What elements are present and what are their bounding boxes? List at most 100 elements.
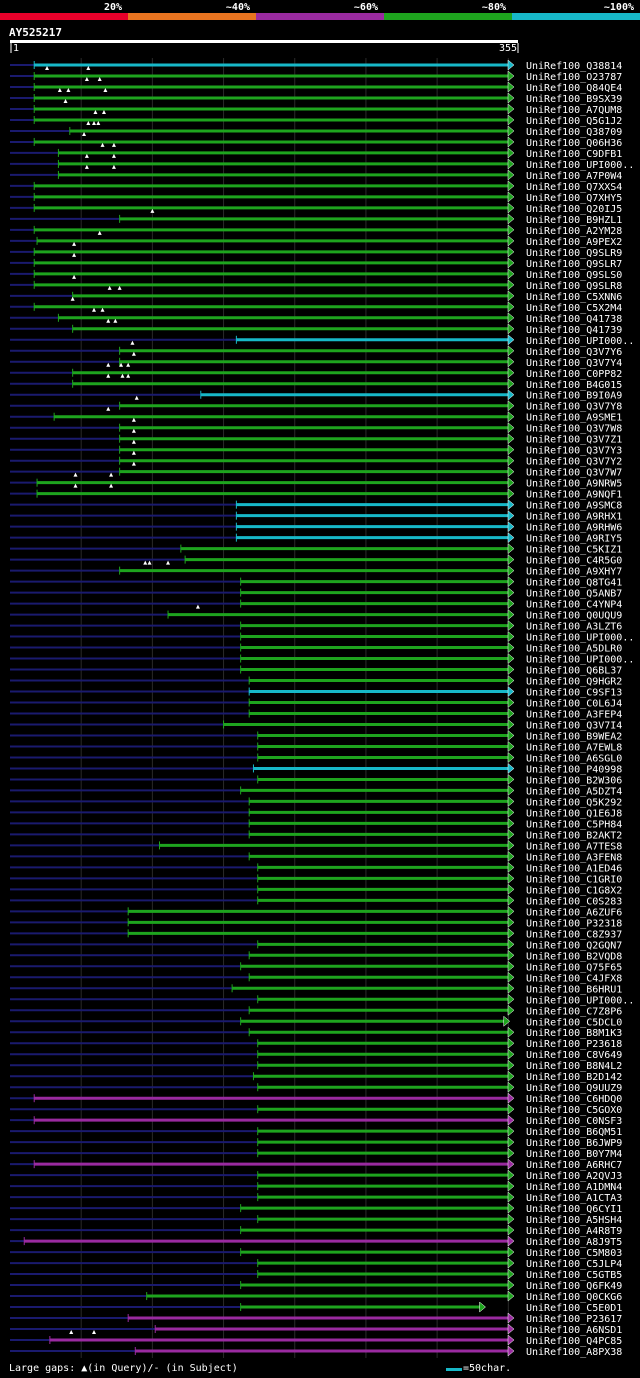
hit-label: UniRef100_C1G8X2	[526, 885, 622, 896]
query-gap-marker	[166, 560, 171, 565]
hit-end-arrow	[507, 257, 515, 269]
query-gap-marker	[111, 164, 116, 169]
query-gap-marker	[84, 76, 89, 81]
hit-label: UniRef100_Q5K292	[526, 797, 622, 808]
hit-end-arrow	[507, 389, 515, 401]
hit-label: UniRef100_A8PX38	[526, 1347, 622, 1358]
hit-label: UniRef100_Q3V7W7	[526, 468, 622, 479]
hit-label: UniRef100_A6SGL0	[526, 753, 622, 764]
query-gap-marker	[126, 362, 131, 367]
query-gap-marker	[103, 87, 108, 92]
hit-label: UniRef100_C5E0D1	[526, 1303, 622, 1314]
hit-label: UniRef100_B0Y7M4	[526, 1149, 622, 1160]
hit-label: UniRef100_P23617	[526, 1314, 622, 1325]
hit-label: UniRef100_B8N4L2	[526, 1061, 622, 1072]
hit-label: UniRef100_A1ED46	[526, 863, 622, 874]
hit-label: UniRef100_O23787	[526, 72, 622, 83]
hit-label: UniRef100_C5GOX0	[526, 1105, 622, 1116]
hit-label: UniRef100_B8M1K3	[526, 1028, 622, 1039]
hit-end-arrow	[507, 81, 515, 93]
hit-label: UniRef100_Q5G1J2	[526, 116, 622, 127]
hit-end-arrow	[507, 477, 515, 489]
hit-end-arrow	[507, 1180, 515, 1192]
hit-end-arrow	[507, 751, 515, 763]
hit-label: UniRef100_A6RHC7	[526, 1160, 622, 1171]
hit-end-arrow	[507, 147, 515, 159]
hit-end-arrow	[507, 653, 515, 665]
hit-label: UniRef100_Q7XHY5	[526, 193, 622, 204]
hit-label: UniRef100_Q3V7I4	[526, 720, 622, 731]
hit-label: UniRef100_Q6FK49	[526, 1281, 622, 1292]
hit-label: UniRef100_A4R8T9	[526, 1226, 622, 1237]
hit-end-arrow	[507, 1125, 515, 1137]
hit-label: UniRef100_Q3V7W8	[526, 424, 622, 435]
hit-label: UniRef100_Q3V7Y6	[526, 347, 622, 358]
hit-label: UniRef100_Q0UQU9	[526, 611, 622, 622]
hit-label: UniRef100_A1CTA3	[526, 1193, 622, 1204]
hit-label: UniRef100_B6JWP9	[526, 1138, 622, 1149]
color-scale-label: ~80%	[482, 2, 506, 13]
hit-label: UniRef100_C4R5G0	[526, 556, 622, 567]
hit-label: UniRef100_Q38709	[526, 127, 622, 138]
hit-end-arrow	[507, 334, 515, 346]
hit-label: UniRef100_Q1E6J8	[526, 808, 622, 819]
hit-end-arrow	[507, 1290, 515, 1302]
color-scale-segment	[512, 13, 640, 20]
hit-end-arrow	[507, 905, 515, 917]
hit-label: UniRef100_A8J9T5	[526, 1237, 622, 1248]
query-gap-marker	[97, 230, 102, 235]
hit-label: UniRef100_C5DCL0	[526, 1017, 622, 1028]
query-gap-marker	[106, 373, 111, 378]
hit-end-arrow	[507, 1334, 515, 1346]
color-scale-segment	[128, 13, 257, 20]
query-gap-marker	[72, 274, 77, 279]
hit-label: UniRef100_C8V649	[526, 1050, 622, 1061]
hit-end-arrow	[507, 433, 515, 445]
hit-label: UniRef100_C0S283	[526, 896, 622, 907]
hit-end-arrow	[507, 246, 515, 258]
hit-label: UniRef100_Q2GQN7	[526, 940, 622, 951]
hit-end-arrow	[507, 696, 515, 709]
hit-label: UniRef100_Q41739	[526, 325, 622, 336]
hit-end-arrow	[507, 92, 515, 104]
ruler-end-label: 355	[499, 43, 517, 54]
hit-label: UniRef100_C5KIZ1	[526, 545, 622, 556]
query-gap-marker	[100, 142, 105, 147]
hit-end-arrow	[507, 894, 515, 906]
hit-end-arrow	[507, 1026, 515, 1038]
hit-label: UniRef100_C5GTB5	[526, 1270, 622, 1281]
query-gap-marker	[113, 318, 118, 323]
query-ruler	[10, 40, 518, 43]
hit-end-arrow	[507, 861, 515, 873]
hit-label: UniRef100_UPI000..	[526, 655, 634, 666]
query-gap-marker	[57, 87, 62, 92]
hit-label: UniRef100_A9RHX1	[526, 512, 622, 523]
query-gap-marker	[63, 98, 68, 103]
hit-end-arrow	[507, 1081, 515, 1093]
hit-label: UniRef100_B6QM51	[526, 1127, 622, 1138]
query-gap-marker	[84, 153, 89, 158]
hit-end-arrow	[507, 883, 515, 895]
hit-end-arrow	[507, 718, 515, 731]
hit-label: UniRef100_Q06H36	[526, 138, 622, 149]
hit-label: UniRef100_Q9SLR9	[526, 248, 622, 259]
hit-label: UniRef100_B2AKT2	[526, 830, 622, 841]
hit-label: UniRef100_B6HRU1	[526, 984, 622, 995]
hit-end-arrow	[507, 1092, 515, 1104]
hit-label: UniRef100_A7P0W4	[526, 171, 622, 182]
query-gap-marker	[131, 461, 136, 466]
hit-end-arrow	[507, 1059, 515, 1071]
hit-label: UniRef100_A7TES8	[526, 841, 622, 852]
hit-end-arrow	[507, 587, 515, 599]
hit-end-arrow	[507, 631, 515, 643]
hit-end-arrow	[507, 795, 515, 807]
hit-end-arrow	[507, 576, 515, 588]
hit-end-arrow	[507, 1158, 515, 1170]
color-scale-segment	[256, 13, 385, 20]
hit-label: UniRef100_C5X2M4	[526, 303, 622, 314]
hit-label: UniRef100_A1DMN4	[526, 1182, 622, 1193]
hit-end-arrow	[507, 1136, 515, 1148]
hit-end-arrow	[507, 400, 515, 412]
query-gap-marker	[131, 450, 136, 455]
